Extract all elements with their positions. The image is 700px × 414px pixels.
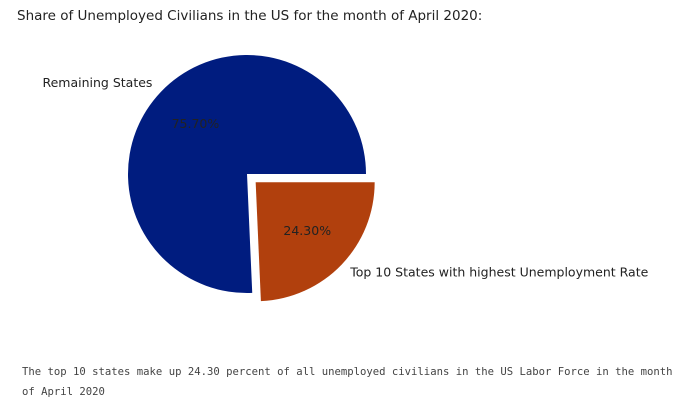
pie-category-label-1: Remaining States: [42, 75, 152, 90]
caption-text: The top 10 states make up 24.30 percent …: [22, 366, 673, 398]
pie-category-label-2: Top 10 States with highest Unemployment …: [349, 264, 648, 279]
page-title: Share of Unemployed Civilians in the US …: [17, 8, 483, 24]
pie-percent-label-1: 75.70%: [172, 116, 220, 131]
pie-chart: 75.70% Remaining States 24.30% Top 10 State…: [42, 55, 649, 302]
pie-slice-2: [255, 182, 375, 302]
pie-slice-1: [127, 55, 366, 293]
pie-percent-label-2: 24.30%: [283, 223, 331, 238]
